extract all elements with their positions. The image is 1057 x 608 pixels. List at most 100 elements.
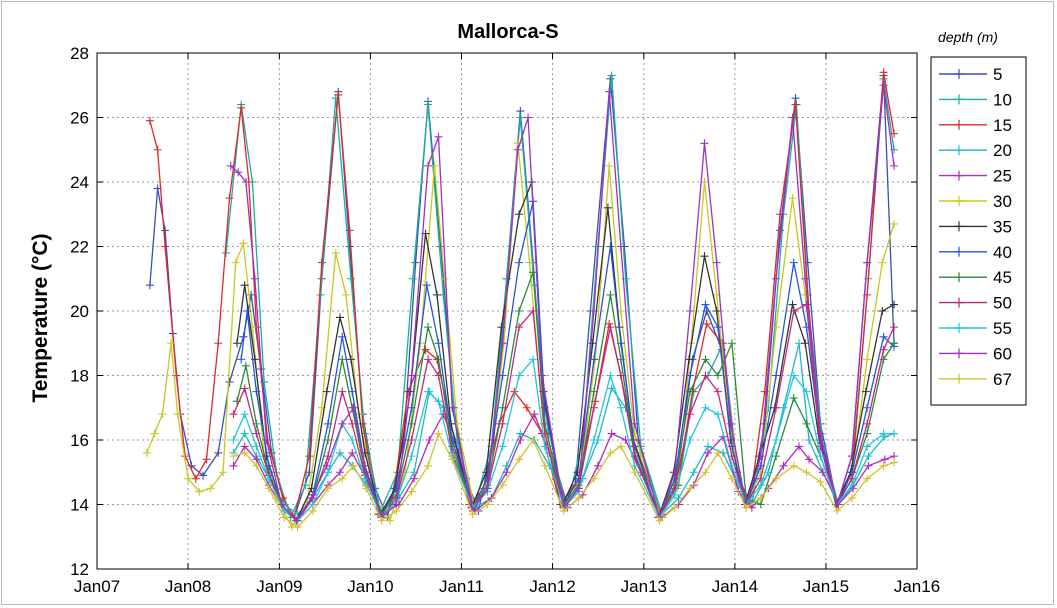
- data-point: [833, 506, 842, 515]
- data-point: [726, 419, 735, 428]
- x-tick-label: Jan15: [803, 577, 849, 596]
- legend-item: 55: [939, 319, 1012, 338]
- data-point: [756, 481, 765, 490]
- data-point: [616, 403, 625, 412]
- data-point: [670, 503, 679, 512]
- data-point: [252, 461, 261, 470]
- data-point: [685, 371, 694, 380]
- data-point: [606, 448, 615, 457]
- data-point: [191, 474, 200, 483]
- data-point: [616, 355, 625, 364]
- y-tick-label: 22: [70, 238, 89, 257]
- legend-label: 5: [993, 65, 1002, 84]
- data-point: [607, 71, 616, 80]
- x-tick-label: Jan10: [347, 577, 393, 596]
- data-point: [861, 387, 870, 396]
- data-point: [346, 355, 355, 364]
- data-point: [434, 339, 443, 348]
- data-point: [879, 429, 888, 438]
- legend-marker: [954, 69, 964, 79]
- data-point: [305, 452, 314, 461]
- data-point: [593, 461, 602, 470]
- legend-label: 30: [993, 192, 1012, 211]
- data-point: [630, 468, 639, 477]
- legend-marker: [954, 348, 964, 359]
- data-point: [529, 307, 538, 315]
- data-point: [589, 474, 598, 483]
- data-point: [574, 484, 583, 493]
- data-point: [606, 323, 615, 332]
- data-point: [789, 394, 798, 403]
- data-point: [522, 403, 531, 412]
- data-point: [424, 161, 433, 170]
- data-point: [890, 129, 899, 138]
- legend-item: 40: [939, 243, 1012, 262]
- legend-title: depth (m): [938, 29, 998, 45]
- series-line: [240, 201, 895, 522]
- legend-marker: [954, 119, 964, 130]
- data-point: [655, 516, 664, 525]
- data-point: [772, 474, 781, 483]
- data-point: [616, 371, 625, 380]
- data-point: [606, 74, 615, 83]
- data-point: [890, 458, 899, 467]
- data-point: [167, 339, 176, 348]
- data-point: [225, 377, 234, 386]
- data-point: [760, 387, 769, 396]
- series-line: [232, 303, 895, 522]
- data-point: [727, 474, 736, 483]
- data-point: [515, 371, 524, 380]
- data-point: [589, 403, 598, 412]
- data-point: [338, 387, 347, 396]
- data-point: [529, 355, 538, 364]
- series-55m: [229, 355, 899, 525]
- legend-item: 15: [939, 116, 1012, 135]
- data-point: [407, 436, 416, 444]
- data-point: [589, 355, 598, 364]
- data-point: [422, 281, 431, 290]
- series-group: [142, 68, 899, 532]
- data-point: [349, 403, 358, 412]
- data-point: [700, 139, 709, 148]
- data-point: [606, 371, 615, 380]
- data-point: [407, 452, 416, 461]
- data-point: [239, 239, 248, 248]
- data-point: [240, 448, 249, 457]
- y-tick-label: 18: [70, 367, 89, 386]
- data-point: [516, 113, 525, 122]
- data-point: [161, 242, 170, 251]
- series-line: [233, 431, 895, 528]
- series-60m: [226, 81, 899, 525]
- data-point: [338, 355, 347, 364]
- data-point: [713, 448, 722, 457]
- data-point: [237, 355, 246, 364]
- data-point: [173, 410, 182, 419]
- x-tick-label: Jan16: [894, 577, 940, 596]
- data-point: [540, 442, 549, 451]
- data-point: [890, 429, 899, 438]
- data-point: [407, 371, 416, 380]
- data-point: [605, 319, 614, 328]
- data-point: [701, 468, 710, 477]
- data-point: [879, 461, 888, 470]
- data-point: [779, 403, 788, 412]
- data-point: [240, 281, 249, 290]
- data-point: [346, 274, 355, 283]
- data-point: [756, 452, 765, 461]
- data-point: [802, 419, 811, 428]
- data-point: [864, 452, 873, 461]
- data-point: [317, 258, 326, 267]
- data-point: [742, 503, 751, 512]
- data-point: [540, 429, 549, 438]
- data-point: [348, 436, 357, 444]
- data-point: [434, 429, 443, 438]
- data-point: [277, 500, 286, 509]
- data-point: [772, 371, 781, 380]
- legend-marker: [954, 323, 964, 333]
- series-40m: [237, 197, 899, 525]
- legend-item: 5: [939, 65, 1002, 84]
- data-point: [802, 300, 811, 309]
- data-point: [616, 442, 625, 451]
- data-point: [788, 300, 797, 309]
